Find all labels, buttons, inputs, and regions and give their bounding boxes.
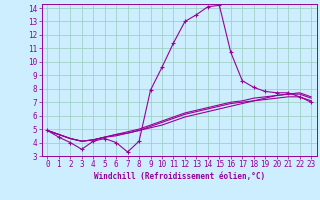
X-axis label: Windchill (Refroidissement éolien,°C): Windchill (Refroidissement éolien,°C)	[94, 172, 265, 181]
